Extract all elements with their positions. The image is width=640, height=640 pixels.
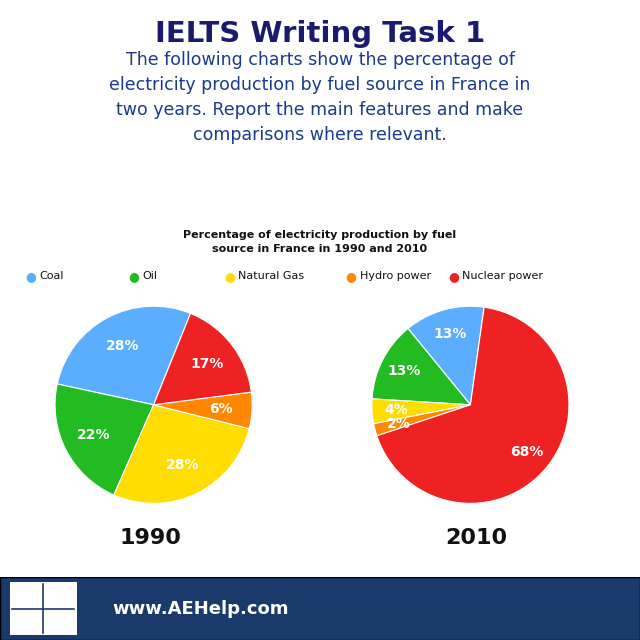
Wedge shape xyxy=(374,404,470,436)
Wedge shape xyxy=(114,404,249,503)
Wedge shape xyxy=(154,392,252,429)
Text: Oil: Oil xyxy=(142,271,157,282)
Text: 28%: 28% xyxy=(166,458,200,472)
Text: ●: ● xyxy=(128,270,139,283)
Text: 1990: 1990 xyxy=(120,528,181,548)
Wedge shape xyxy=(55,384,154,495)
Text: 13%: 13% xyxy=(434,326,467,340)
Text: Natural Gas: Natural Gas xyxy=(238,271,304,282)
Text: ●: ● xyxy=(224,270,235,283)
Text: IELTS Writing Task 1: IELTS Writing Task 1 xyxy=(155,20,485,49)
Text: 6%: 6% xyxy=(209,402,232,415)
Text: 17%: 17% xyxy=(190,357,223,371)
Text: 2%: 2% xyxy=(387,417,411,431)
Text: Coal: Coal xyxy=(40,271,64,282)
Text: ●: ● xyxy=(346,270,356,283)
Wedge shape xyxy=(408,307,484,404)
Text: www.AEHelp.com: www.AEHelp.com xyxy=(112,600,289,618)
Text: ●: ● xyxy=(26,270,36,283)
Wedge shape xyxy=(57,307,191,404)
Text: Percentage of electricity production by fuel
source in France in 1990 and 2010: Percentage of electricity production by … xyxy=(184,230,456,253)
Text: 68%: 68% xyxy=(511,445,544,459)
Text: 28%: 28% xyxy=(106,339,139,353)
Text: Hydro power: Hydro power xyxy=(360,271,431,282)
Wedge shape xyxy=(372,328,470,404)
Text: 2010: 2010 xyxy=(445,528,508,548)
Text: The following charts show the percentage of
electricity production by fuel sourc: The following charts show the percentage… xyxy=(109,51,531,144)
Text: 13%: 13% xyxy=(388,364,421,378)
Text: 4%: 4% xyxy=(385,403,408,417)
Wedge shape xyxy=(154,314,252,404)
Text: 22%: 22% xyxy=(77,428,111,442)
Text: ●: ● xyxy=(448,270,459,283)
Wedge shape xyxy=(377,307,569,503)
Text: Nuclear power: Nuclear power xyxy=(462,271,543,282)
FancyBboxPatch shape xyxy=(0,577,640,640)
FancyBboxPatch shape xyxy=(7,580,79,637)
Wedge shape xyxy=(372,399,470,424)
